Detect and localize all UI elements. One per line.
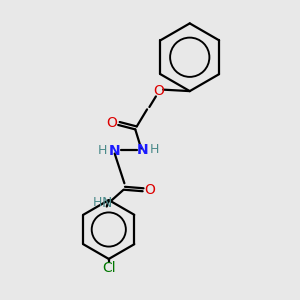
Text: N: N <box>102 196 112 210</box>
Text: Cl: Cl <box>102 261 116 275</box>
Text: O: O <box>145 183 155 197</box>
Text: H: H <box>92 196 102 209</box>
Text: N: N <box>109 144 121 158</box>
Text: H: H <box>98 144 108 157</box>
Text: N: N <box>137 143 148 157</box>
Text: H: H <box>150 143 159 157</box>
Text: O: O <box>153 84 164 98</box>
Text: O: O <box>106 116 117 130</box>
